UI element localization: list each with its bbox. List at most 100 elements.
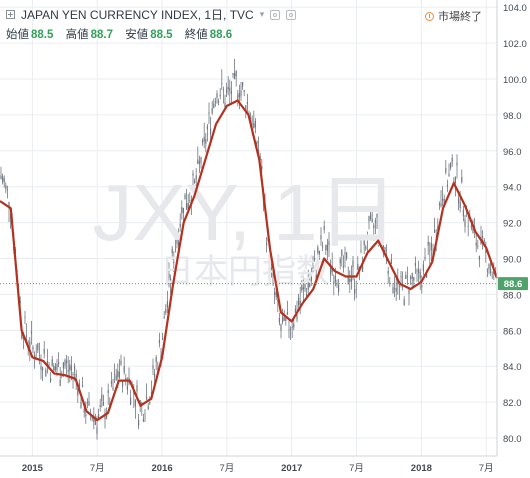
close-value: 88.6: [209, 29, 233, 41]
chart-title[interactable]: JAPAN YEN CURRENCY INDEX, 1日, TVC: [21, 8, 254, 22]
expand-icon[interactable]: [6, 10, 15, 19]
candle-body: [165, 308, 167, 314]
candle-body: [288, 329, 290, 331]
candle-body: [336, 284, 338, 285]
moving-average-line: [0, 99, 499, 422]
x-tick-label: 2015: [22, 463, 44, 474]
candle-body: [147, 406, 149, 409]
chevron-down-icon[interactable]: ▾: [259, 9, 265, 19]
chart-header: JAPAN YEN CURRENCY INDEX, 1日, TVC ▾ 始値 88…: [0, 0, 530, 44]
candle-body: [235, 70, 237, 77]
candle-body: [384, 246, 386, 252]
candle-body: [77, 388, 79, 396]
candle-body: [163, 316, 165, 318]
candle-body: [246, 101, 248, 105]
candle-body: [214, 101, 216, 103]
candle-body: [382, 244, 384, 249]
candle-body: [398, 285, 400, 287]
candle-body: [328, 241, 330, 246]
candle-body: [211, 108, 213, 114]
candle-body: [171, 248, 173, 253]
candle-body: [186, 203, 188, 210]
candle-body: [317, 247, 319, 253]
high-label: 高値: [65, 29, 89, 41]
candle-body: [309, 282, 311, 288]
candle-body: [438, 203, 440, 205]
candle-body: [280, 324, 282, 331]
candle-body: [374, 220, 376, 223]
candle-body: [203, 136, 205, 142]
candle-body: [232, 73, 234, 76]
candle-body: [395, 287, 397, 292]
candle-body: [245, 105, 247, 112]
candle-body: [414, 262, 416, 267]
candle-body: [478, 255, 480, 260]
visibility-icon[interactable]: [286, 9, 297, 20]
settings-icon[interactable]: [270, 9, 281, 20]
candle-body: [290, 328, 292, 330]
candle-body: [48, 364, 50, 365]
candle-body: [266, 243, 268, 246]
candle-body: [70, 365, 72, 371]
candle-body: [389, 282, 391, 284]
candle-body: [138, 419, 140, 426]
candle-body: [99, 405, 101, 407]
candle-body: [197, 159, 199, 165]
candle-body: [402, 282, 404, 284]
candle-body: [50, 378, 52, 382]
candle-body: [88, 401, 90, 406]
candle-body: [434, 229, 436, 233]
watermark-symbol: JXY, 1日: [92, 168, 397, 257]
candle-body: [69, 364, 71, 371]
candle-body: [117, 370, 119, 377]
candle-body: [58, 362, 60, 365]
candle-body: [107, 390, 109, 394]
y-tick-label: 84.0: [503, 362, 522, 373]
candle-body: [24, 316, 26, 318]
candle-body: [482, 236, 484, 238]
x-tick-label: 2017: [281, 463, 302, 474]
candle-body: [325, 244, 327, 250]
candle-body: [462, 209, 464, 217]
y-tick-label: 102.0: [503, 39, 527, 50]
candle-body: [486, 270, 488, 272]
chart-grid: [0, 0, 497, 456]
candle-body: [208, 112, 210, 114]
candle-body: [400, 276, 402, 277]
candle-body: [34, 354, 36, 359]
candle-body: [94, 418, 96, 426]
candle-body: [362, 265, 364, 273]
candle-body: [491, 275, 493, 277]
candle-body: [2, 176, 4, 182]
candle-body: [0, 175, 2, 180]
candle-body: [334, 275, 336, 282]
candle-body: [461, 177, 463, 182]
candle-body: [200, 156, 202, 163]
candle-body: [123, 366, 125, 373]
candle-body: [182, 207, 184, 214]
candle-body: [379, 215, 381, 220]
candle-body: [173, 261, 175, 264]
candle-body: [475, 242, 477, 246]
candle-body: [304, 283, 306, 289]
candle-body: [29, 341, 31, 349]
y-tick-label: 80.0: [503, 434, 522, 445]
candle-body: [229, 87, 231, 91]
x-tick-label: 7月: [90, 463, 105, 474]
candle-body: [376, 213, 378, 218]
candle-body: [202, 140, 204, 143]
candle-body: [446, 184, 448, 187]
candle-body: [134, 399, 136, 407]
low-label: 安値: [125, 29, 149, 41]
candle-body: [66, 360, 68, 364]
candle-body: [98, 414, 100, 418]
candle-body: [170, 278, 172, 282]
candle-body: [187, 202, 189, 209]
candle-body: [483, 239, 485, 243]
candle-body: [472, 226, 474, 234]
moving-average: [0, 99, 499, 422]
candle-body: [42, 367, 44, 371]
candle-body: [53, 366, 55, 372]
candle-body: [282, 317, 284, 323]
